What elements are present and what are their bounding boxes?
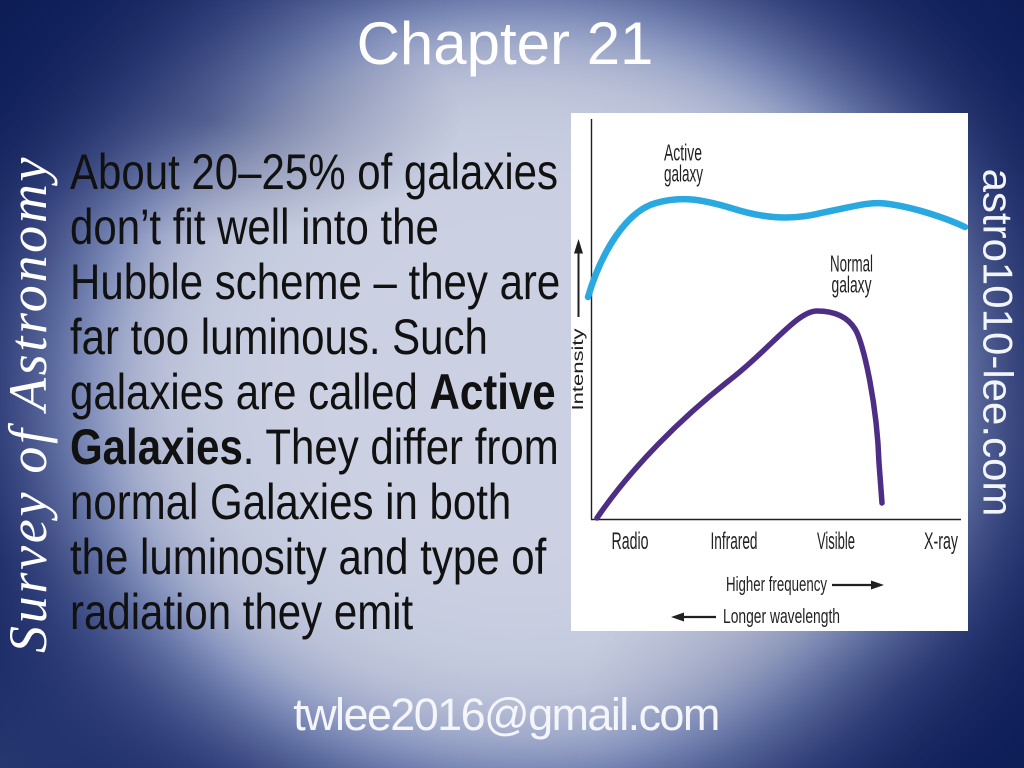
svg-text:Intensity: Intensity [571, 328, 587, 410]
svg-text:Visible: Visible [817, 528, 855, 555]
svg-text:Active: Active [664, 140, 702, 166]
svg-text:Radio: Radio [612, 528, 649, 555]
svg-text:Normal: Normal [830, 251, 873, 277]
svg-text:galaxy: galaxy [664, 161, 703, 187]
svg-text:Higher frequency: Higher frequency [726, 574, 827, 596]
svg-text:X-ray: X-ray [924, 528, 958, 555]
svg-text:Longer wavelength: Longer wavelength [723, 606, 840, 628]
svg-text:galaxy: galaxy [832, 272, 872, 298]
svg-text:Infrared: Infrared [711, 528, 758, 555]
